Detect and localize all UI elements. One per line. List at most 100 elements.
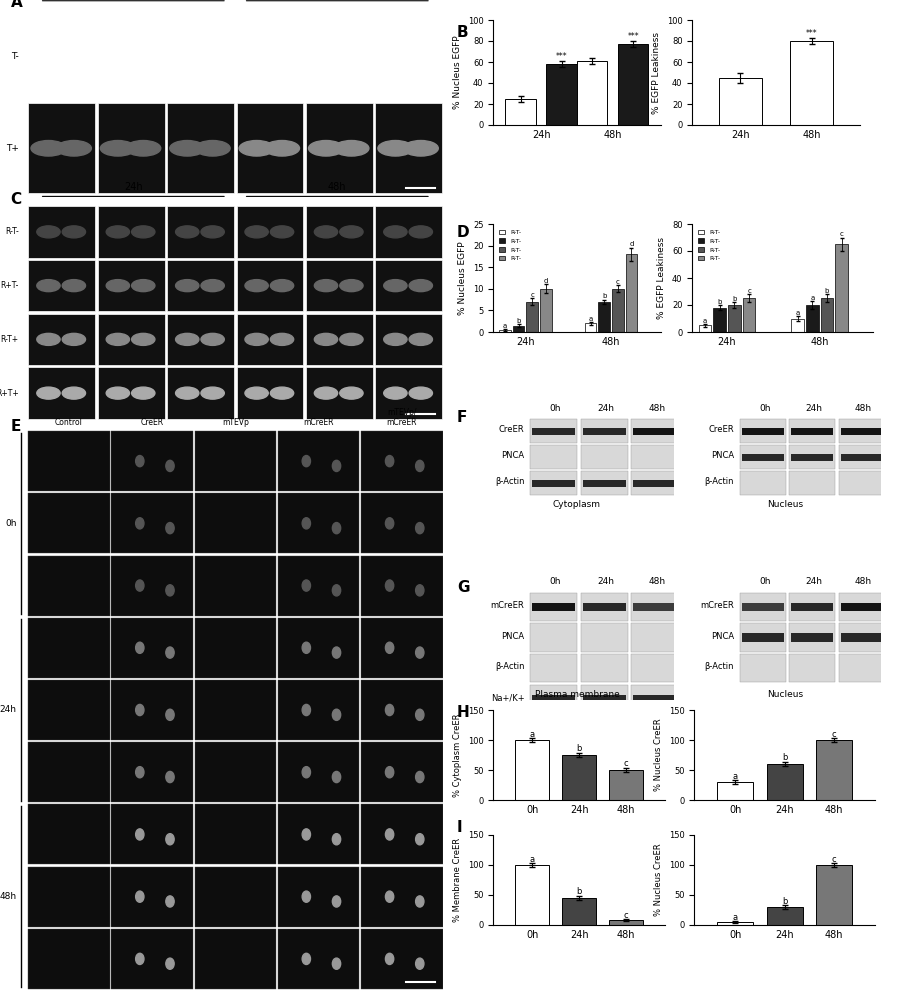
Bar xyxy=(713,308,726,332)
FancyBboxPatch shape xyxy=(376,260,443,311)
Circle shape xyxy=(239,233,274,249)
FancyBboxPatch shape xyxy=(530,654,577,682)
Circle shape xyxy=(302,704,310,716)
Circle shape xyxy=(100,233,136,249)
Circle shape xyxy=(264,233,300,249)
Circle shape xyxy=(136,456,144,467)
Circle shape xyxy=(415,958,424,969)
Text: a: a xyxy=(733,913,738,922)
Legend: R-T-, R-T-, R-T-, R-T-: R-T-, R-T-, R-T-, R-T- xyxy=(496,227,524,264)
FancyBboxPatch shape xyxy=(98,260,165,311)
FancyBboxPatch shape xyxy=(28,260,95,311)
Circle shape xyxy=(245,280,268,292)
FancyBboxPatch shape xyxy=(361,742,443,802)
FancyBboxPatch shape xyxy=(28,493,110,553)
FancyBboxPatch shape xyxy=(195,556,276,616)
FancyBboxPatch shape xyxy=(167,103,234,193)
Text: 24h: 24h xyxy=(597,404,614,413)
Text: a: a xyxy=(795,310,800,316)
FancyBboxPatch shape xyxy=(789,654,835,682)
Bar xyxy=(515,740,549,800)
Circle shape xyxy=(126,141,161,156)
Y-axis label: % Nucleus EGFP: % Nucleus EGFP xyxy=(459,241,468,315)
Circle shape xyxy=(100,141,136,156)
Circle shape xyxy=(166,896,174,907)
Circle shape xyxy=(302,953,310,964)
FancyBboxPatch shape xyxy=(583,695,625,703)
FancyBboxPatch shape xyxy=(195,618,276,678)
FancyBboxPatch shape xyxy=(306,314,373,365)
Circle shape xyxy=(106,226,129,238)
FancyBboxPatch shape xyxy=(278,742,359,802)
Bar xyxy=(547,64,577,125)
FancyBboxPatch shape xyxy=(581,445,627,469)
Text: a: a xyxy=(810,295,814,301)
Circle shape xyxy=(386,518,394,529)
FancyBboxPatch shape xyxy=(361,804,443,864)
Circle shape xyxy=(136,518,144,529)
Circle shape xyxy=(404,141,438,156)
Y-axis label: % EGFP Leakiness: % EGFP Leakiness xyxy=(657,237,666,319)
Y-axis label: % Nucleus EGFP: % Nucleus EGFP xyxy=(453,36,462,109)
Circle shape xyxy=(176,333,199,345)
FancyBboxPatch shape xyxy=(28,804,110,864)
Bar xyxy=(791,318,804,332)
FancyBboxPatch shape xyxy=(236,196,303,286)
FancyBboxPatch shape xyxy=(789,471,835,495)
Circle shape xyxy=(404,233,438,249)
FancyBboxPatch shape xyxy=(791,603,833,611)
Circle shape xyxy=(37,280,60,292)
Circle shape xyxy=(386,829,394,840)
Bar xyxy=(585,323,596,332)
Circle shape xyxy=(314,226,338,238)
FancyBboxPatch shape xyxy=(839,623,884,652)
Circle shape xyxy=(302,829,310,840)
Text: G: G xyxy=(457,580,470,595)
Circle shape xyxy=(271,226,294,238)
Text: c: c xyxy=(624,759,628,768)
FancyBboxPatch shape xyxy=(278,493,359,553)
Text: b: b xyxy=(782,753,787,762)
Text: a: a xyxy=(503,323,507,329)
Text: Plasma membrane: Plasma membrane xyxy=(535,690,619,699)
FancyBboxPatch shape xyxy=(236,206,303,258)
FancyBboxPatch shape xyxy=(581,654,627,682)
FancyBboxPatch shape xyxy=(740,654,786,682)
Circle shape xyxy=(302,767,310,778)
FancyBboxPatch shape xyxy=(361,929,443,989)
FancyBboxPatch shape xyxy=(361,618,443,678)
FancyBboxPatch shape xyxy=(532,603,575,611)
FancyBboxPatch shape xyxy=(195,804,276,864)
Text: d: d xyxy=(544,278,548,284)
Text: C: C xyxy=(11,192,22,207)
FancyBboxPatch shape xyxy=(841,454,882,461)
FancyBboxPatch shape xyxy=(167,196,234,286)
Circle shape xyxy=(195,233,230,249)
FancyBboxPatch shape xyxy=(111,493,193,553)
FancyBboxPatch shape xyxy=(28,206,95,258)
FancyBboxPatch shape xyxy=(530,471,577,495)
Circle shape xyxy=(386,767,394,778)
Circle shape xyxy=(166,771,174,783)
Bar xyxy=(609,920,643,925)
Y-axis label: % Membrane CreER: % Membrane CreER xyxy=(453,838,462,922)
Text: mCreER: mCreER xyxy=(303,418,334,427)
FancyBboxPatch shape xyxy=(98,314,165,365)
Circle shape xyxy=(339,226,363,238)
Circle shape xyxy=(409,387,433,399)
FancyBboxPatch shape xyxy=(111,556,193,616)
Circle shape xyxy=(334,141,369,156)
Circle shape xyxy=(136,580,144,591)
Circle shape xyxy=(332,585,340,596)
Circle shape xyxy=(378,141,413,156)
FancyBboxPatch shape xyxy=(532,480,575,487)
Bar xyxy=(609,770,643,800)
FancyBboxPatch shape xyxy=(167,367,234,419)
FancyBboxPatch shape xyxy=(28,196,95,286)
FancyBboxPatch shape xyxy=(236,260,303,311)
Bar xyxy=(767,764,803,800)
Circle shape xyxy=(378,233,413,249)
Circle shape xyxy=(302,642,310,653)
FancyBboxPatch shape xyxy=(634,603,676,611)
Text: b: b xyxy=(602,293,606,299)
